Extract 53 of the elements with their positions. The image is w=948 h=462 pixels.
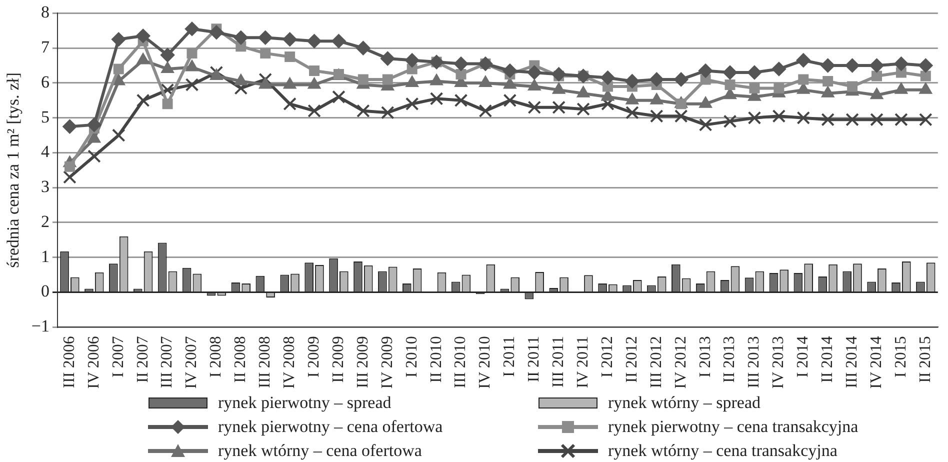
x-tick-label: IV 2011 bbox=[574, 336, 592, 388]
x-tick-label: III 2006 bbox=[60, 336, 78, 388]
x-tick-label: I 2007 bbox=[110, 336, 127, 378]
y-tick-label: 1 bbox=[40, 246, 50, 266]
x-tick-label: I 2015 bbox=[892, 336, 910, 378]
legend-label: rynek wtórny – cena transakcyjna bbox=[608, 441, 838, 461]
x-tick-label: II 2009 bbox=[330, 336, 347, 383]
x-tick-label: III 2013 bbox=[746, 336, 763, 388]
x-tick-label: II 2008 bbox=[232, 336, 250, 383]
x-tick-label: I 2011 bbox=[501, 336, 518, 377]
x-tick-label: IV 2010 bbox=[476, 336, 494, 389]
x-tick-label: II 2011 bbox=[526, 336, 543, 382]
x-tick-label: IV 2007 bbox=[183, 336, 200, 389]
x-tick-label: I 2008 bbox=[208, 336, 225, 378]
x-tick-label: II 2015 bbox=[916, 336, 934, 383]
x-tick-label: II 2014 bbox=[819, 336, 836, 383]
legend-label: rynek pierwotny – cena ofertowa bbox=[218, 417, 443, 437]
x-tick-label: III 2011 bbox=[550, 336, 568, 388]
x-tick-label: II 2013 bbox=[721, 336, 738, 383]
x-tick-label: III 2007 bbox=[158, 336, 176, 388]
x-tick-label: IV 2009 bbox=[378, 336, 396, 389]
x-tick-label: III 2009 bbox=[354, 336, 372, 388]
y-tick-label: 7 bbox=[40, 38, 50, 57]
x-tick-label: IV 2012 bbox=[672, 336, 690, 389]
x-tick-label: III 2008 bbox=[256, 336, 274, 388]
y-tick-label: 5 bbox=[40, 107, 50, 126]
x-tick-label: II 2007 bbox=[134, 336, 152, 383]
x-tick-label: IV 2013 bbox=[770, 336, 788, 389]
x-tick-label: III 2010 bbox=[452, 336, 470, 388]
y-tick-label: −1 bbox=[31, 316, 50, 336]
y-tick-label: 2 bbox=[40, 212, 50, 231]
y-tick-label: 6 bbox=[40, 72, 50, 92]
x-tick-label: IV 2014 bbox=[868, 336, 885, 389]
x-tick-label: IV 2008 bbox=[281, 336, 298, 389]
y-tick-label: 4 bbox=[40, 142, 50, 162]
legend-label: rynek wtórny – cena ofertowa bbox=[218, 441, 422, 461]
x-tick-label: I 2014 bbox=[794, 336, 812, 378]
y-tick-label: 0 bbox=[40, 282, 50, 301]
x-tick-label: I 2012 bbox=[598, 336, 616, 378]
x-tick-label: II 2012 bbox=[623, 336, 640, 383]
x-tick-label: IV 2006 bbox=[85, 336, 102, 389]
x-tick-label: III 2014 bbox=[843, 336, 860, 388]
y-axis-title: średnia cena za 1 m² [tys. zł] bbox=[4, 72, 23, 268]
x-tick-label: I 2009 bbox=[305, 336, 322, 378]
y-tick-label: 3 bbox=[40, 177, 50, 196]
x-tick-label: II 2010 bbox=[428, 336, 445, 383]
legend-label: rynek pierwotny – spread bbox=[218, 393, 392, 413]
x-tick-label: I 2013 bbox=[696, 336, 714, 378]
x-tick-label: III 2012 bbox=[648, 336, 665, 388]
legend-label: rynek wtórny – spread bbox=[608, 393, 760, 413]
x-tick-label: I 2010 bbox=[403, 336, 420, 378]
y-tick-label: 8 bbox=[40, 2, 50, 22]
legend-label: rynek pierwotny – cena transakcyjna bbox=[608, 417, 858, 437]
